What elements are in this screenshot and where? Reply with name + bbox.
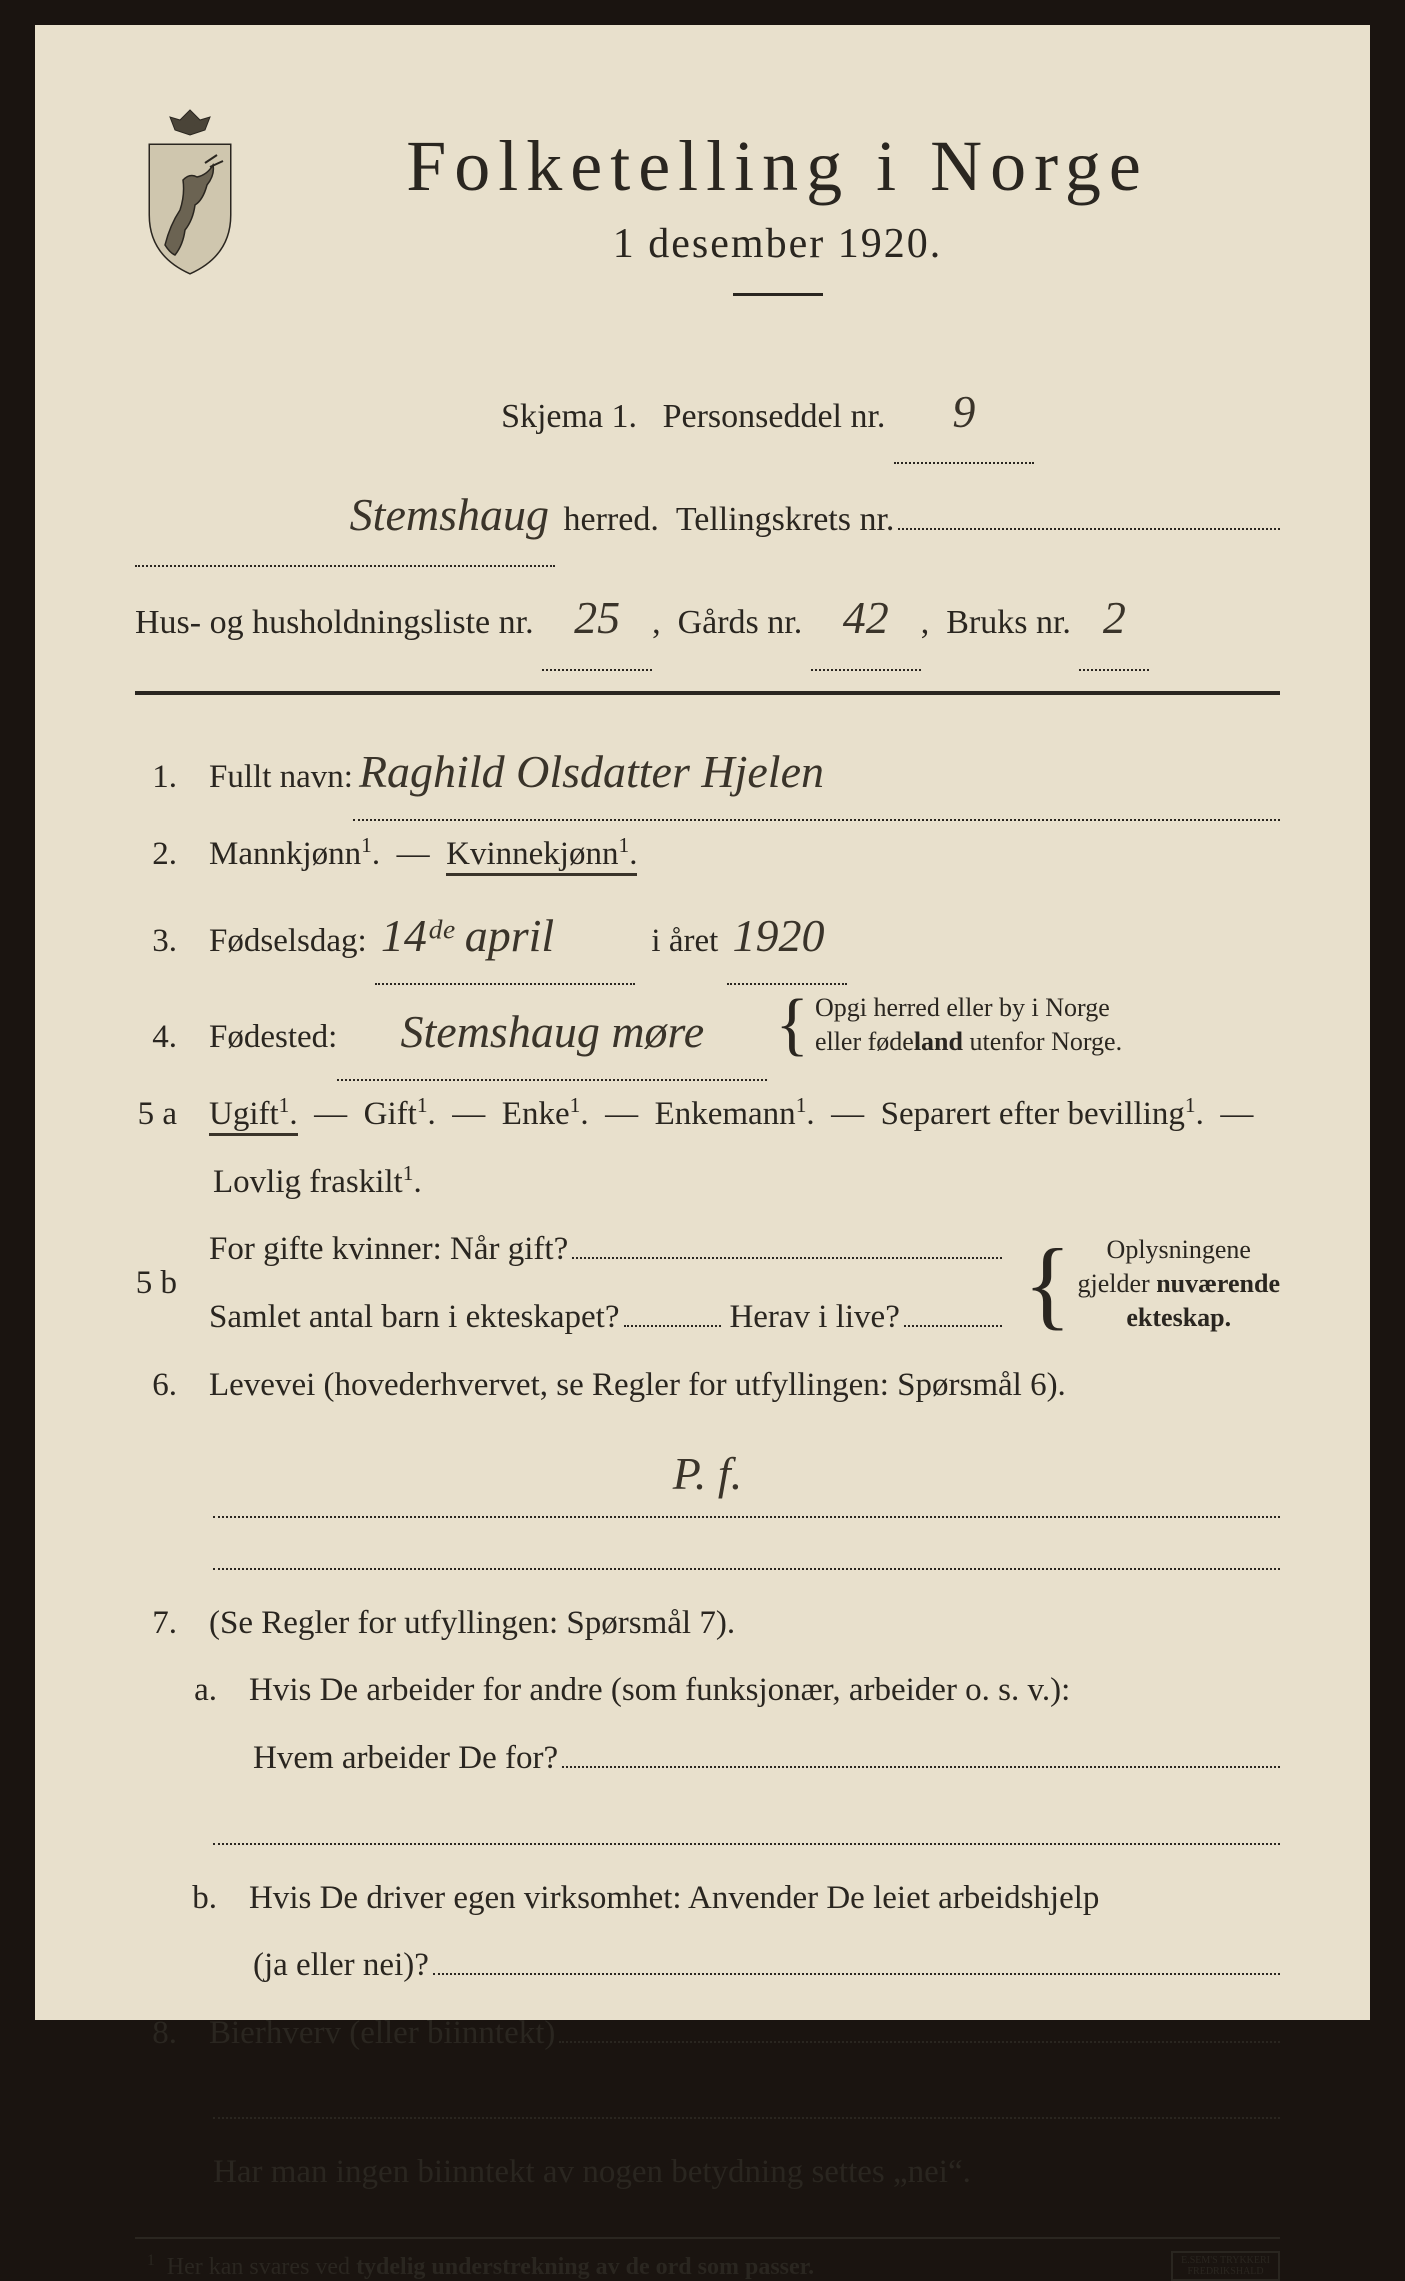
subtitle: 1 desember 1920. [275, 220, 1280, 268]
q1-row: 1. Fullt navn: Raghild Olsdatter Hjelen [135, 725, 1280, 821]
q7a-l2: Hvem arbeider De for? [135, 1725, 1280, 1793]
meta-line-2: Stemshaug herred. Tellingskrets nr. [135, 464, 1280, 567]
bruks-nr: 2 [1079, 567, 1149, 670]
title-block: Folketelling i Norge 1 desember 1920. [275, 95, 1280, 341]
q7b-l2: (ja eller nei)? [135, 1932, 1280, 2000]
q4-note: { Opgi herred eller by i Norge eller fød… [775, 991, 1122, 1059]
q7b-row: b. Hvis De driver egen virksomhet: Anven… [135, 1865, 1280, 1933]
herred-value: Stemshaug [135, 464, 555, 567]
q7-row: 7. (Se Regler for utfyllingen: Spørsmål … [135, 1590, 1280, 1658]
q8-line [213, 2117, 1280, 2119]
coat-of-arms-icon [135, 105, 245, 275]
q7a-line [213, 1843, 1280, 1845]
personseddel-nr: 9 [894, 361, 1034, 464]
q6-line1 [213, 1516, 1280, 1518]
form-body: 1. Fullt navn: Raghild Olsdatter Hjelen … [135, 725, 1280, 2208]
birthplace-value: Stemshaug møre [337, 985, 767, 1081]
q3-row: 3. Fødselsdag: 14ᵈᵉ april i året 1920 [135, 889, 1280, 985]
q5a-cont: Lovlig fraskilt1. [135, 1149, 1280, 1217]
footer: 1 Her kan svares ved tydelig understrekn… [135, 2251, 1280, 2281]
hus-nr: 25 [542, 567, 652, 670]
footer-rule [135, 2237, 1280, 2239]
q5b-note: { Oplysningene gjelder nuværende ekteska… [1024, 1233, 1280, 1334]
q8-row: 8. Bierhverv (eller biinntekt) [135, 2000, 1280, 2068]
printer-mark: E.SEM'S TRYKKERIFREDRIKSHALD [1171, 2251, 1280, 2281]
q4-row: 4. Fødested: Stemshaug møre { Opgi herre… [135, 985, 1280, 1081]
birthday-value: 14ᵈᵉ april [375, 889, 635, 985]
occupation-value: P. f. [135, 1427, 1280, 1521]
meta-line-1: Skjema 1. Personseddel nr. 9 [135, 361, 1280, 464]
full-name-value: Raghild Olsdatter Hjelen [353, 725, 1280, 821]
bold-rule [135, 691, 1280, 695]
birthyear-value: 1920 [727, 889, 847, 985]
gards-nr: 42 [811, 567, 921, 670]
q6-line2 [213, 1568, 1280, 1570]
footnote: 1 Her kan svares ved tydelig understrekn… [135, 2252, 1171, 2281]
header: Folketelling i Norge 1 desember 1920. [135, 95, 1280, 341]
q6-row: 6. Levevei (hovederhvervet, se Regler fo… [135, 1352, 1280, 1420]
census-form-page: Folketelling i Norge 1 desember 1920. Sk… [35, 25, 1370, 2020]
q5b-row: 5 b For gifte kvinner: Når gift? Samlet … [135, 1216, 1280, 1351]
bottom-note: Har man ingen biinntekt av nogen betydni… [135, 2139, 1280, 2207]
q5a-row: 5 a Ugift1. — Gift1. — Enke1. — Enkemann… [135, 1081, 1280, 1149]
main-title: Folketelling i Norge [275, 125, 1280, 208]
q2-row: 2. Mannkjønn1. — Kvinnekjønn1. [135, 821, 1280, 889]
ugift-selected: Ugift1. [209, 1096, 298, 1136]
tellingskrets-nr [898, 496, 1280, 530]
meta-line-3: Hus- og husholdningsliste nr. 25, Gårds … [135, 567, 1280, 670]
q7a-row: a. Hvis De arbeider for andre (som funks… [135, 1657, 1280, 1725]
meta-block: Skjema 1. Personseddel nr. 9 Stemshaug h… [135, 361, 1280, 671]
kvinnekjonn-selected: Kvinnekjønn1. [446, 836, 637, 876]
title-divider [733, 293, 823, 296]
